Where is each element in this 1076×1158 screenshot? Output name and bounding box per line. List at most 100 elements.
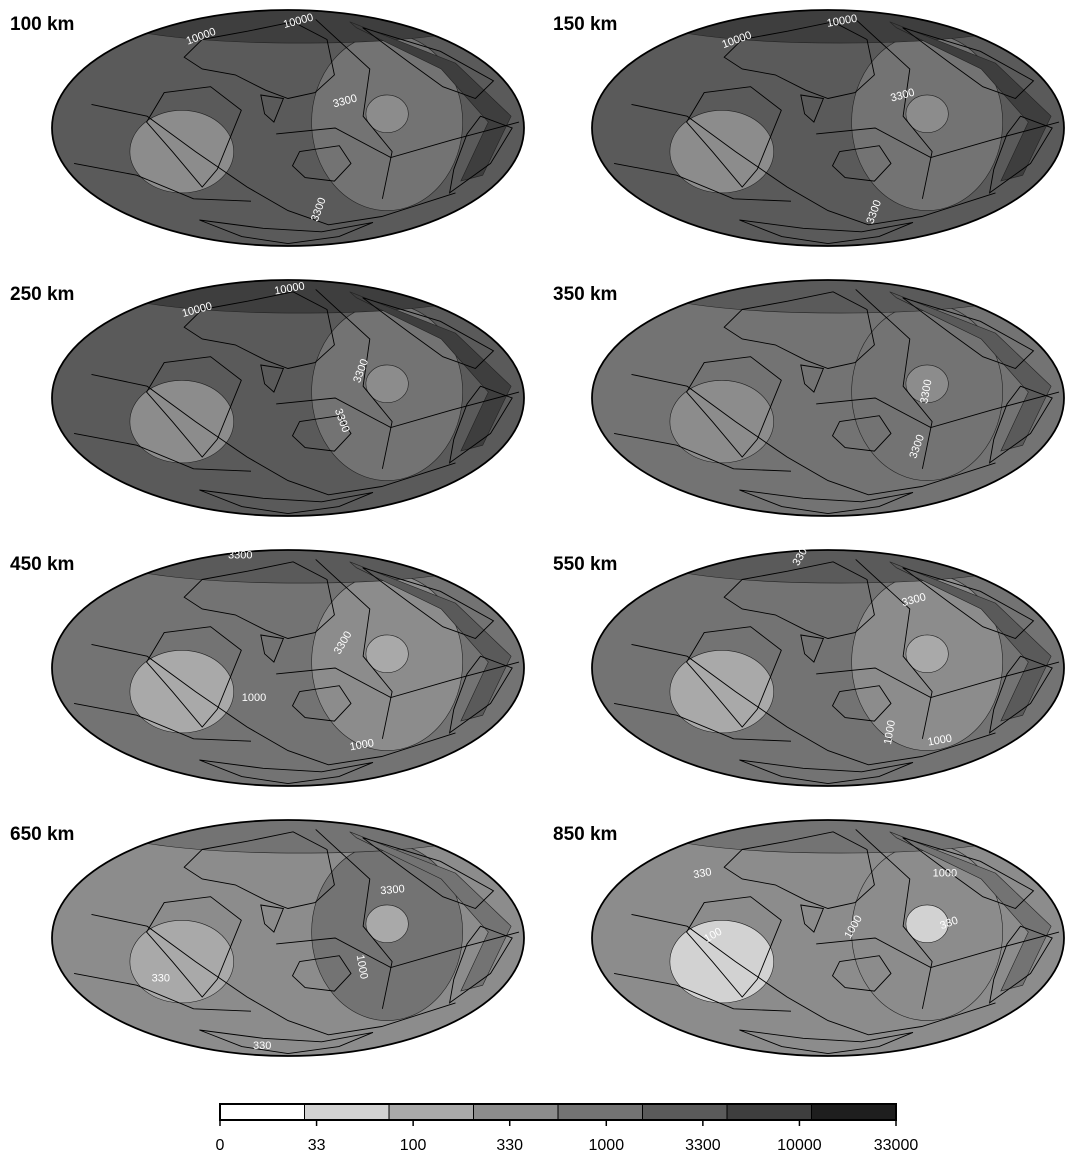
coastline [800,364,825,393]
contour-region [349,831,512,992]
coastline [146,896,242,998]
contour-region [889,291,1052,452]
plate-boundary [74,972,252,1012]
coastline [448,925,513,1004]
colorbar-tick-label: 33000 [874,1137,919,1154]
colorbar: 0 33 100 330 1000 3300 10000 33000 [216,1103,919,1154]
colorbar-segment [642,1103,728,1121]
plate-boundary [614,702,792,742]
plate-boundary [91,103,456,226]
coastline [723,21,875,99]
coastline [260,364,285,393]
coastline [260,634,285,663]
coastline [739,219,914,245]
plate-boundary [315,829,393,1009]
contour-region [905,94,949,134]
coastline [686,626,782,728]
coastline [183,831,335,909]
coastline [183,291,335,369]
coastline [686,356,782,458]
panel-title: 450 km [10,554,74,575]
contour-region [905,904,949,944]
coastline [448,655,513,734]
plate-boundary [631,643,996,766]
plate-boundary [276,931,520,968]
contour-label: 1000 [349,737,375,753]
coastline [800,634,825,663]
colorbar-segment [811,1103,897,1121]
contour-region [110,820,489,854]
contour-region [129,919,235,1004]
plate-boundary [614,432,792,472]
plate-boundary [315,289,393,469]
contour-region [669,919,775,1004]
coastline [146,626,242,728]
colorbar-tick-label: 100 [400,1137,427,1154]
contour-region [365,364,409,404]
contour-region [889,831,1052,992]
contour-region [349,21,512,182]
coastline [291,415,352,452]
colorbar-segment [726,1103,812,1121]
coastline [448,115,513,194]
plate-boundary [276,391,520,428]
plate-boundary [855,289,933,469]
plate-boundary [631,373,996,496]
coastline [183,21,335,99]
plate-boundary [614,972,792,1012]
plate-boundary [315,559,393,739]
map-outline [51,279,525,517]
panel-title: 150 km [553,14,617,35]
plate-boundary [276,121,520,158]
contour-region [110,550,489,584]
contour-label: 330 [253,1040,271,1052]
coastline [362,27,495,100]
coastline [831,955,892,992]
coastline [902,837,1035,910]
colorbar-segment [304,1103,390,1121]
colorbar-tick-label: 0 [216,1137,225,1154]
coastline [199,219,374,245]
colorbar-tick-label: 330 [496,1137,523,1154]
contour-label: 1000 [933,868,957,880]
plate-boundary [816,121,1060,158]
contour-label: 1000 [242,692,266,704]
coastline [291,955,352,992]
coastline [723,831,875,909]
plate-boundary [91,643,456,766]
plate-boundary [631,103,996,226]
contour-label: 330 [152,973,170,985]
panel-title: 250 km [10,284,74,305]
contour-label: 10000 [273,280,305,297]
coastline [199,489,374,515]
plate-boundary [816,391,1060,428]
contour-label: 3300 [380,883,405,897]
colorbar-segment [557,1103,643,1121]
contour-region [650,280,1029,314]
map-outline [591,819,1065,1057]
coastline [739,1029,914,1055]
colorbar-frame [219,1103,897,1121]
contour-region [650,820,1029,854]
map-panel-7: 3300 1000 330 330 650 km [10,819,525,1057]
plate-boundary [614,162,792,202]
contour-region [365,94,409,134]
coastline [686,86,782,188]
contour-region [669,380,775,464]
coastline [260,904,285,933]
map-outline [51,9,525,247]
map-outline [591,549,1065,787]
coastline [260,94,285,123]
colorbar-segment [473,1103,559,1121]
contour-region [365,634,409,674]
map-outline [591,9,1065,247]
colorbar-tick-label: 3300 [685,1137,721,1154]
coastline [448,385,513,464]
coastline [831,415,892,452]
coastline [988,925,1053,1004]
panel-title: 850 km [553,824,617,845]
coastline [146,86,242,188]
